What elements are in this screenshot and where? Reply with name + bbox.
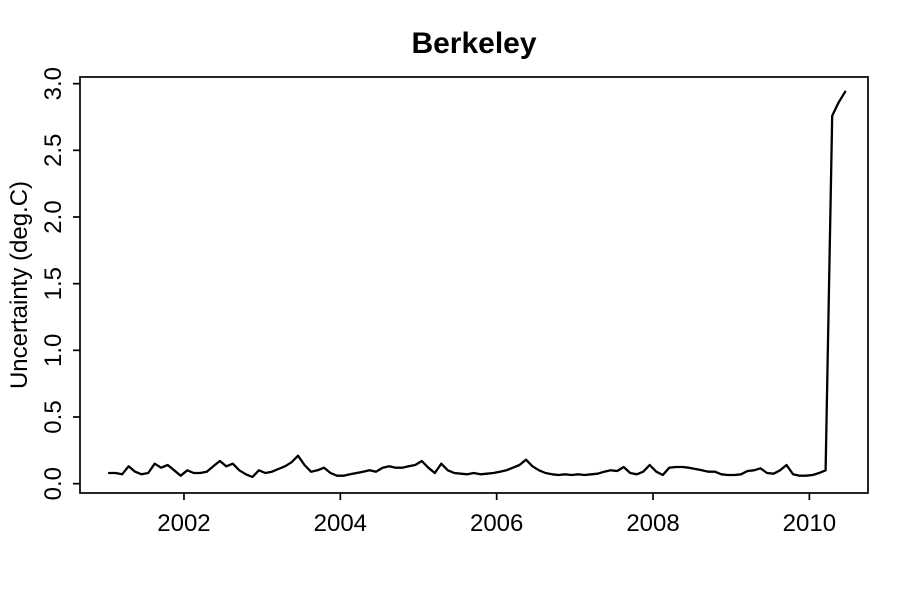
y-tick-label: 2.5: [40, 134, 67, 167]
y-tick-label: 2.0: [40, 200, 67, 233]
y-tick-label: 0.5: [40, 400, 67, 433]
x-tick-label: 2006: [470, 510, 523, 537]
y-tick-label: 0.0: [40, 467, 67, 500]
plot-generated-content: 2002 2004 2006 2008 2010 0.0 0.5 1.0 1.5 2.0 2.5 3.…: [40, 67, 847, 537]
data-line-uncertainty: [107, 90, 847, 479]
y-tick-label: 1.5: [40, 267, 67, 300]
x-tick-label: 2002: [157, 510, 210, 537]
x-tick-label: 2008: [626, 510, 679, 537]
y-tick-label: 1.0: [40, 334, 67, 367]
y-axis-label: Uncertainty (deg.C): [6, 181, 33, 389]
y-tick-label: 3.0: [40, 67, 67, 100]
chart-title: Berkeley: [411, 27, 536, 60]
plot-box: [79, 76, 869, 494]
x-tick-label: 2010: [783, 510, 836, 537]
x-tick-label: 2004: [314, 510, 367, 537]
